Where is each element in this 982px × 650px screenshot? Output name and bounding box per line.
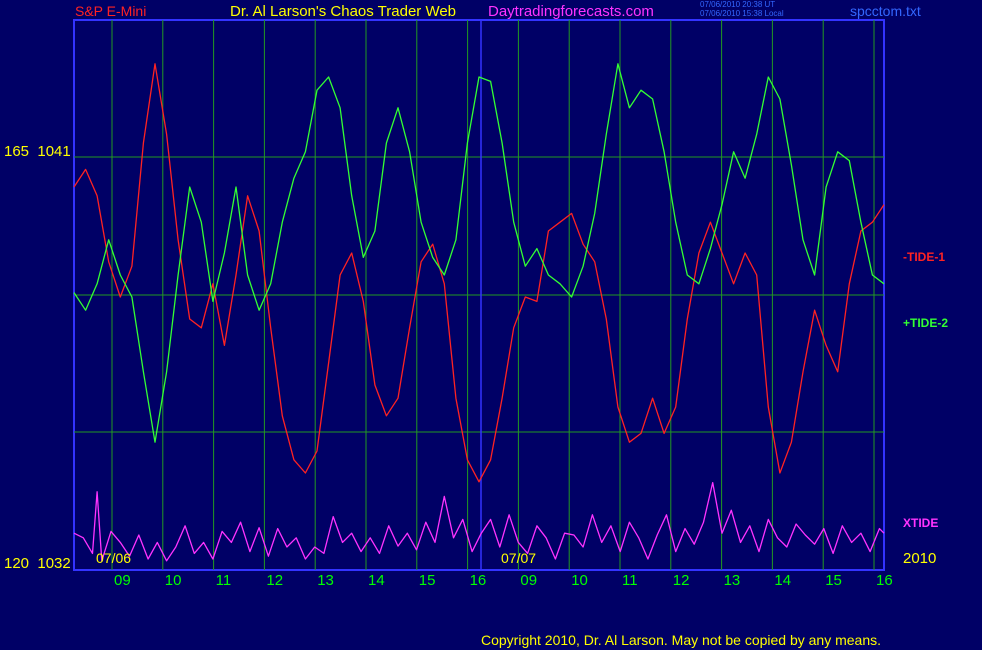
xtide-line (73, 481, 885, 562)
price-label-bottom: 120 1032 (4, 555, 71, 572)
x-tick-label: 09 (520, 572, 538, 589)
price-label-top: 165 1041 (4, 143, 71, 160)
date-label-day1: 07/06 (96, 550, 132, 566)
x-tick-label: 16 (469, 572, 487, 589)
x-tick-label: 14 (774, 572, 792, 589)
x-tick-label: 16 (876, 572, 893, 589)
x-tick-label: 15 (418, 572, 436, 589)
year-label: 2010 (903, 550, 937, 567)
price-value-top: 1041 (37, 143, 71, 160)
tide1-line (73, 63, 885, 483)
x-tick-label: 10 (164, 572, 182, 589)
symbol-label: S&P E-Mini (75, 3, 147, 19)
date-label-day2: 07/07 (501, 550, 537, 566)
copyright-notice: Copyright 2010, Dr. Al Larson. May not b… (481, 632, 882, 648)
x-tick-label: 14 (368, 572, 385, 589)
x-tick-label: 15 (825, 572, 842, 589)
horizontal-gridlines (74, 156, 884, 433)
chart-title: Dr. Al Larson's Chaos Trader Web (230, 3, 457, 20)
series-label-tide2: +TIDE-2 (903, 316, 949, 330)
data-filename: spcctom.txt (850, 3, 921, 19)
x-tick-label: 13 (317, 572, 334, 589)
x-tick-label: 12 (266, 572, 284, 589)
timestamp-ut: 07/06/2010 20:38 UT (700, 0, 776, 9)
price-value-bottom: 1032 (37, 555, 71, 572)
x-tick-label: 11 (215, 572, 232, 589)
x-tick-label: 13 (723, 572, 741, 589)
site-name: Daytradingforecasts.com (488, 3, 654, 20)
series-layer (73, 63, 885, 562)
price-code-top: 165 (4, 143, 30, 160)
series-label-tide1: -TIDE-1 (903, 250, 945, 264)
timestamp-local: 07/06/2010 15:38 Local (700, 9, 784, 18)
x-tick-label: 11 (622, 572, 638, 589)
x-tick-label: 12 (672, 572, 690, 589)
x-tick-label: 10 (571, 572, 588, 589)
price-code-bottom: 120 (4, 555, 30, 572)
x-tick-label: 09 (114, 572, 131, 589)
series-label-xtide: XTIDE (903, 516, 939, 530)
tide2-line (73, 63, 885, 443)
